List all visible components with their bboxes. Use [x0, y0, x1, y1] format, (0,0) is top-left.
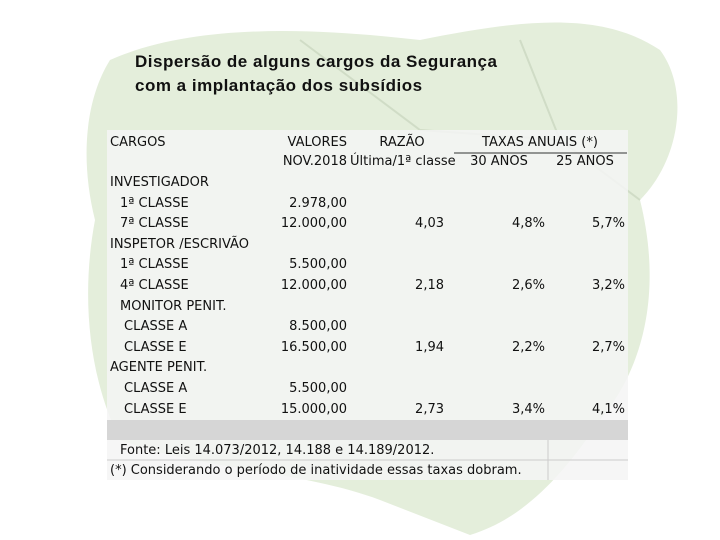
cell: 2,6%	[511, 278, 545, 293]
cell: 1,94	[415, 339, 444, 355]
cell: 2.978,00	[289, 195, 347, 211]
row-label: CLASSE E	[124, 401, 187, 417]
cell: 4,03	[415, 216, 444, 232]
cell: 8.500,00	[289, 319, 347, 335]
header: 30 ANOS	[470, 154, 528, 169]
cell: 4,1%	[591, 401, 625, 417]
title-line: Dispersão de alguns cargos da Segurança	[135, 52, 498, 71]
row-label: CLASSE A	[124, 319, 188, 335]
header: NOV.2018	[282, 154, 347, 169]
cell: 15.000,00	[280, 401, 347, 417]
header: 25 ANOS	[556, 154, 614, 169]
row-label: AGENTE PENIT.	[110, 360, 208, 376]
header: Última/1ª classe	[350, 154, 456, 169]
cell: 4,8%	[511, 216, 545, 232]
header: VALORES	[287, 135, 347, 150]
cell: 2,7%	[591, 339, 625, 355]
header: TAXAS ANUAIS (*)	[482, 135, 598, 150]
cell: 3,2%	[591, 278, 625, 293]
row-label: CLASSE E	[124, 339, 187, 355]
title-line: com a implantação dos subsídios	[135, 76, 423, 95]
cell: 3,4%	[511, 401, 545, 417]
row-label: INSPETOR /ESCRIVÃO	[110, 236, 249, 252]
cell: 2,18	[415, 278, 444, 293]
cell: 12.000,00	[280, 216, 347, 232]
row-label: 1ª CLASSE	[120, 257, 189, 273]
note: Fonte: Leis 14.073/2012, 14.188 e 14.189…	[120, 443, 435, 458]
header: RAZÃO	[379, 135, 425, 150]
cell: 5.500,00	[289, 381, 347, 396]
cell: 2,2%	[511, 339, 545, 355]
row-label: INVESTIGADOR	[110, 175, 209, 190]
row-label: 1ª CLASSE	[120, 195, 189, 211]
row-label: CLASSE A	[124, 381, 188, 396]
row-label: 7ª CLASSE	[120, 216, 189, 232]
table-band	[107, 420, 628, 440]
cell: 16.500,00	[280, 339, 347, 355]
cell: 5,7%	[591, 216, 625, 232]
row-label: MONITOR PENIT.	[120, 298, 227, 314]
cell: 2,73	[415, 401, 444, 417]
row-label: 4ª CLASSE	[120, 278, 189, 293]
cell: 5.500,00	[289, 257, 347, 273]
header: CARGOS	[110, 135, 166, 150]
cell: 12.000,00	[280, 278, 347, 293]
note: (*) Considerando o período de inatividad…	[110, 463, 522, 478]
